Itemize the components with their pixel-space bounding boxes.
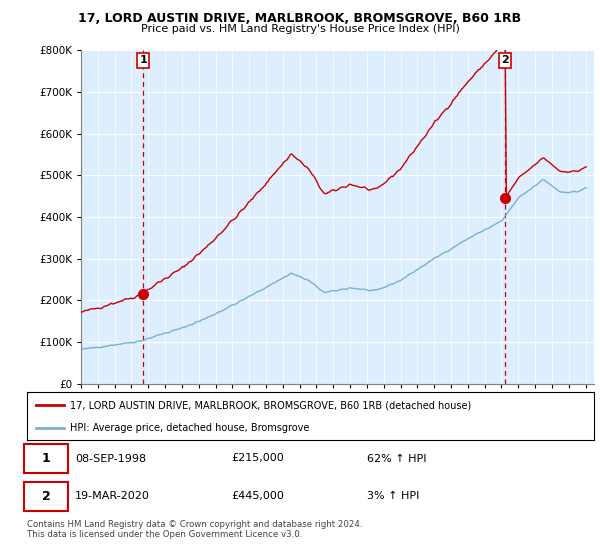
Text: 17, LORD AUSTIN DRIVE, MARLBROOK, BROMSGROVE, B60 1RB (detached house): 17, LORD AUSTIN DRIVE, MARLBROOK, BROMSG…: [70, 400, 471, 410]
Text: 62% ↑ HPI: 62% ↑ HPI: [367, 454, 427, 464]
Text: 2: 2: [501, 55, 509, 66]
Text: 19-MAR-2020: 19-MAR-2020: [75, 491, 150, 501]
Text: HPI: Average price, detached house, Bromsgrove: HPI: Average price, detached house, Brom…: [70, 423, 309, 433]
FancyBboxPatch shape: [24, 482, 68, 511]
Text: 2: 2: [42, 490, 50, 503]
Text: Price paid vs. HM Land Registry's House Price Index (HPI): Price paid vs. HM Land Registry's House …: [140, 24, 460, 34]
Text: 08-SEP-1998: 08-SEP-1998: [75, 454, 146, 464]
Text: 17, LORD AUSTIN DRIVE, MARLBROOK, BROMSGROVE, B60 1RB: 17, LORD AUSTIN DRIVE, MARLBROOK, BROMSG…: [79, 12, 521, 25]
FancyBboxPatch shape: [24, 444, 68, 473]
Text: 3% ↑ HPI: 3% ↑ HPI: [367, 491, 419, 501]
Text: £215,000: £215,000: [231, 454, 284, 464]
Text: £445,000: £445,000: [231, 491, 284, 501]
Text: 1: 1: [42, 452, 50, 465]
Text: Contains HM Land Registry data © Crown copyright and database right 2024.
This d: Contains HM Land Registry data © Crown c…: [27, 520, 362, 539]
Text: 1: 1: [139, 55, 147, 66]
